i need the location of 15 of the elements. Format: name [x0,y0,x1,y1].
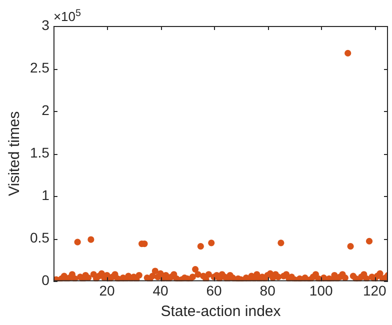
x-tick-label: 100 [309,282,333,298]
y-tick-label: 1.5 [30,144,50,160]
x-tick-label: 80 [260,282,276,298]
y-tick-label: 0.5 [30,230,50,246]
x-tick-label: 120 [362,282,387,298]
x-tick-label: 20 [99,282,115,298]
x-tick-label: 40 [152,282,169,298]
y-tick-label: 2 [42,102,50,118]
y-tick-label: 3 [42,16,50,33]
y-axis-title: Visited times [6,111,24,196]
x-tick-label: 60 [206,282,222,298]
y-tick-label: 0 [42,272,50,288]
y-tick-label: 1 [42,186,50,203]
x-axis-title: State-action index [160,303,282,320]
y-tick-label: 2.5 [30,59,50,76]
